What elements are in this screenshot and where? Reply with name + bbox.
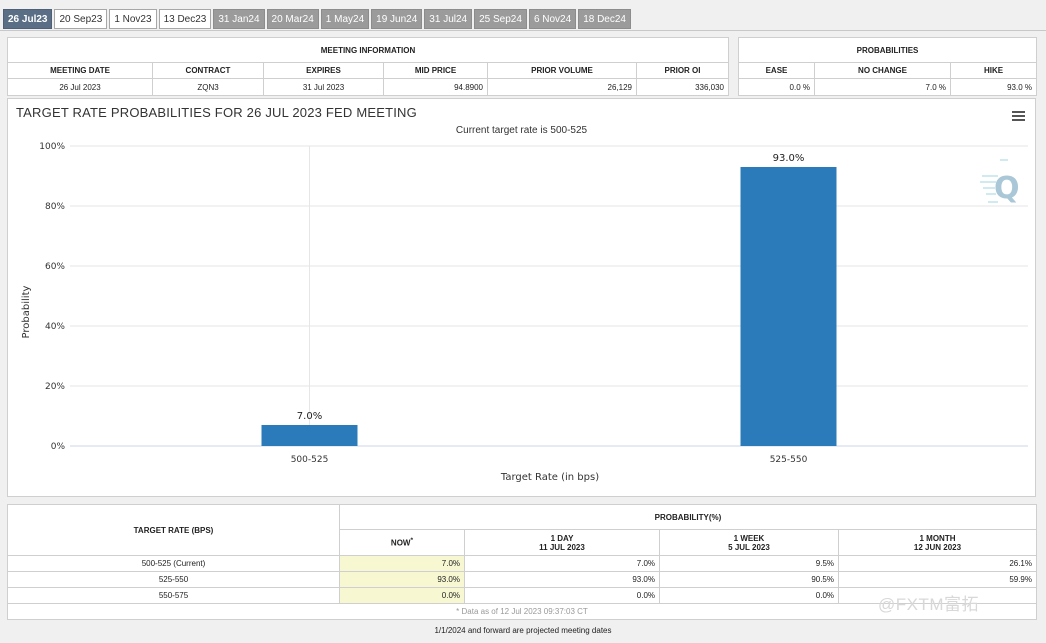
no-change-value: 7.0 % bbox=[814, 78, 951, 96]
col-now: NOW* bbox=[339, 529, 465, 556]
tab-19-jun24[interactable]: 19 Jun24 bbox=[371, 9, 423, 29]
probability-header: PROBABILITY(%) bbox=[339, 504, 1037, 530]
y-tick-label: 100% bbox=[39, 142, 65, 152]
bar-525-550[interactable] bbox=[740, 167, 837, 446]
tab-1-nov23[interactable]: 1 Nov23 bbox=[109, 9, 157, 29]
x-tick-label: 500-525 bbox=[291, 455, 329, 465]
y-tick-label: 0% bbox=[51, 442, 66, 452]
y-tick-label: 60% bbox=[45, 262, 65, 272]
chart-subtitle: Current target rate is 500-525 bbox=[455, 125, 588, 136]
probability-bar-chart: 0% 20% 40% 60% 80% 100% 7.0% 93.0% 500-525 525-… bbox=[21, 142, 1028, 483]
col-1-day: 1 DAY 11 JUL 2023 bbox=[464, 529, 660, 556]
y-axis-ticks: 0% 20% 40% 60% 80% 100% bbox=[39, 142, 65, 452]
hike-value: 93.0 % bbox=[950, 78, 1037, 96]
tab-31-jan24[interactable]: 31 Jan24 bbox=[213, 9, 265, 29]
now-cell: 0.0% bbox=[339, 587, 465, 604]
col-meeting-date: MEETING DATE bbox=[7, 62, 153, 79]
bar-500-525[interactable] bbox=[261, 425, 358, 446]
y-tick-label: 80% bbox=[45, 202, 65, 212]
col-1-week-label: 1 WEEK bbox=[733, 533, 765, 543]
x-tick-label: 525-550 bbox=[770, 455, 808, 465]
table-row: 550-575 0.0% 0.0% 0.0% bbox=[7, 587, 1037, 604]
bar-data-label: 7.0% bbox=[297, 411, 322, 422]
probability-history-table: TARGET RATE (BPS) PROBABILITY(%) NOW* 1 … bbox=[7, 504, 1037, 620]
col-1-day-date: 11 JUL 2023 bbox=[539, 542, 585, 552]
bar-data-label: 93.0% bbox=[773, 153, 805, 164]
y-tick-label: 40% bbox=[45, 322, 65, 332]
fxtm-watermark: @FXTM富拓 bbox=[878, 595, 980, 614]
chart-panel: TARGET RATE PROBABILITIES FOR 26 JUL 202… bbox=[7, 98, 1036, 497]
q-logo-letter: Q bbox=[994, 171, 1020, 206]
tab-26-jul23[interactable]: 26 Jul23 bbox=[3, 9, 53, 29]
prior-volume-value: 26,129 bbox=[487, 78, 637, 96]
tab-20-sep23[interactable]: 20 Sep23 bbox=[54, 9, 108, 29]
col-1-month-label: 1 MONTH bbox=[919, 533, 956, 543]
month-cell: 59.9% bbox=[838, 571, 1037, 588]
projection-note: 1/1/2024 and forward are projected meeti… bbox=[434, 626, 612, 635]
now-cell: 7.0% bbox=[339, 555, 465, 572]
meeting-tabs: 26 Jul23 20 Sep23 1 Nov23 13 Dec23 31 Ja… bbox=[3, 9, 631, 31]
col-no-change: NO CHANGE bbox=[814, 62, 951, 79]
tab-6-nov24[interactable]: 6 Nov24 bbox=[528, 9, 577, 29]
now-footnote-mark: * bbox=[410, 537, 414, 545]
week-cell: 90.5% bbox=[659, 571, 839, 588]
col-prior-volume: PRIOR VOLUME bbox=[487, 62, 637, 79]
probabilities-table: PROBABILITIES EASE NO CHANGE HIKE 0.0 % … bbox=[738, 37, 1037, 96]
col-1-month-date: 12 JUN 2023 bbox=[913, 542, 962, 552]
y-tick-label: 20% bbox=[45, 382, 65, 392]
tab-31-jul24[interactable]: 31 Jul24 bbox=[424, 9, 473, 29]
rate-cell: 525-550 bbox=[7, 571, 340, 588]
contract-value: ZQN3 bbox=[152, 78, 264, 96]
col-expires: EXPIRES bbox=[263, 62, 384, 79]
x-axis-label: Target Rate (in bps) bbox=[500, 472, 599, 483]
day-cell: 7.0% bbox=[464, 555, 660, 572]
x-axis-ticks: 500-525 525-550 bbox=[291, 455, 808, 465]
week-cell: 0.0% bbox=[659, 587, 839, 604]
y-axis-label: Probability bbox=[21, 285, 32, 338]
tab-divider bbox=[0, 30, 1046, 31]
mid-price-value: 94.8900 bbox=[383, 78, 488, 96]
q-logo-icon: Q bbox=[980, 158, 1024, 219]
chart-bars: 7.0% 93.0% bbox=[261, 153, 837, 446]
chart-title: TARGET RATE PROBABILITIES FOR 26 JUL 202… bbox=[16, 105, 417, 120]
col-ease: EASE bbox=[738, 62, 815, 79]
col-1-week-date: 5 JUL 2023 bbox=[728, 542, 770, 552]
ease-value: 0.0 % bbox=[738, 78, 815, 96]
month-cell: 26.1% bbox=[838, 555, 1037, 572]
col-hike: HIKE bbox=[950, 62, 1037, 79]
tab-1-may24[interactable]: 1 May24 bbox=[320, 9, 370, 29]
table-row: 525-550 93.0% 93.0% 90.5% 59.9% bbox=[7, 571, 1037, 588]
col-mid-price: MID PRICE bbox=[383, 62, 488, 79]
expires-value: 31 Jul 2023 bbox=[263, 78, 384, 96]
day-cell: 0.0% bbox=[464, 587, 660, 604]
tab-13-dec23[interactable]: 13 Dec23 bbox=[158, 9, 212, 29]
col-1-month: 1 MONTH 12 JUN 2023 bbox=[838, 529, 1037, 556]
rate-cell: 500-525 (Current) bbox=[7, 555, 340, 572]
prior-oi-value: 336,030 bbox=[636, 78, 729, 96]
col-prior-oi: PRIOR OI bbox=[636, 62, 729, 79]
probabilities-header: PROBABILITIES bbox=[738, 37, 1037, 63]
now-label: NOW bbox=[390, 538, 411, 548]
rate-cell: 550-575 bbox=[7, 587, 340, 604]
day-cell: 93.0% bbox=[464, 571, 660, 588]
tab-18-dec24[interactable]: 18 Dec24 bbox=[578, 9, 631, 29]
chart-gridlines bbox=[70, 145, 1028, 447]
tab-20-mar24[interactable]: 20 Mar24 bbox=[266, 9, 319, 29]
col-1-week: 1 WEEK 5 JUL 2023 bbox=[659, 529, 839, 556]
tab-25-sep24[interactable]: 25 Sep24 bbox=[474, 9, 527, 29]
meeting-date-value: 26 Jul 2023 bbox=[7, 78, 153, 96]
target-rate-header: TARGET RATE (BPS) bbox=[7, 504, 340, 556]
col-contract: CONTRACT bbox=[152, 62, 264, 79]
menu-icon[interactable] bbox=[1012, 111, 1025, 122]
meeting-info-table: MEETING INFORMATION MEETING DATE CONTRAC… bbox=[7, 37, 729, 96]
week-cell: 9.5% bbox=[659, 555, 839, 572]
now-cell: 93.0% bbox=[339, 571, 465, 588]
table-row: 500-525 (Current) 7.0% 7.0% 9.5% 26.1% bbox=[7, 555, 1037, 572]
col-1-day-label: 1 DAY bbox=[550, 533, 574, 543]
data-timestamp-footnote: * Data as of 12 Jul 2023 09:37:03 CT bbox=[7, 603, 1037, 620]
meeting-info-header: MEETING INFORMATION bbox=[7, 37, 729, 63]
